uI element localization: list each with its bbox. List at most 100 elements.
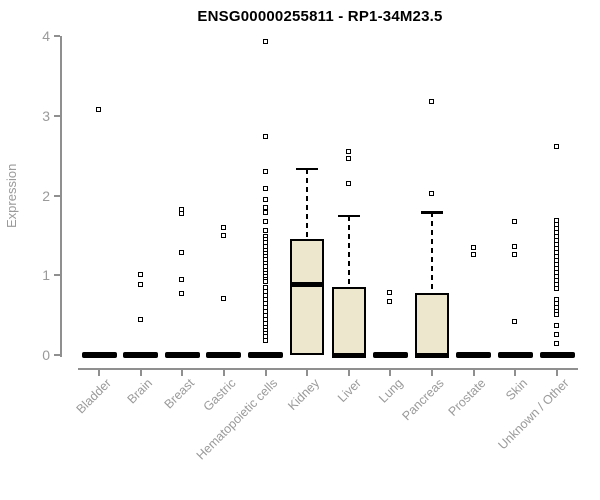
x-tick (181, 370, 184, 376)
outlier-point (512, 244, 518, 250)
x-category-label: Pancreas (399, 376, 448, 424)
outlier-point (262, 186, 268, 192)
x-tick (222, 370, 225, 376)
whisker-line (347, 215, 350, 288)
whisker-line (306, 168, 309, 239)
x-category-label: Prostate (445, 376, 489, 419)
outlier-point (554, 143, 560, 149)
outlier-point (262, 204, 268, 210)
y-tick (54, 354, 60, 356)
outlier-point (345, 155, 351, 161)
collapsed-box-bar (372, 352, 408, 358)
y-tick-label: 0 (42, 347, 50, 363)
collapsed-box-bar (164, 352, 200, 358)
outlier-point (470, 252, 476, 258)
collapsed-box-bar (123, 352, 159, 358)
x-category-label: Gastric (200, 376, 239, 414)
outlier-point (220, 233, 226, 239)
x-tick (431, 370, 434, 376)
outlier-point (137, 272, 143, 278)
x-category-label: Hematopoietic cells (193, 376, 281, 463)
outlier-point (262, 168, 268, 174)
outlier-point (554, 285, 560, 291)
y-tick-label: 2 (42, 187, 50, 204)
x-category-label: Lung (375, 376, 406, 406)
outlier-point (554, 340, 560, 346)
x-tick (139, 370, 142, 376)
median-line (415, 352, 450, 358)
outlier-point (554, 322, 560, 328)
outlier-point (345, 180, 351, 186)
outlier-point (554, 332, 560, 338)
x-tick (264, 370, 267, 376)
y-tick-label: 3 (42, 107, 50, 124)
outlier-point (512, 251, 518, 257)
outlier-point (137, 281, 143, 287)
outlier-point (262, 133, 268, 139)
x-tick (556, 370, 559, 376)
y-tick (54, 35, 60, 38)
outlier-point (429, 99, 435, 105)
collapsed-box-bar (206, 352, 242, 358)
x-tick (306, 370, 309, 376)
collapsed-box-bar (81, 352, 117, 358)
box (331, 287, 366, 355)
outlier-point (179, 210, 185, 216)
outlier-point (512, 318, 518, 324)
x-category-label: Brain (125, 376, 156, 407)
outlier-point (512, 218, 518, 224)
whisker-line (431, 212, 434, 293)
outlier-point (554, 312, 560, 318)
collapsed-box-bar (248, 352, 284, 358)
outlier-point (179, 290, 185, 296)
outlier-point (179, 249, 185, 255)
x-tick (472, 370, 475, 376)
x-tick (347, 370, 350, 376)
outlier-point (262, 210, 268, 216)
outlier-point (262, 337, 268, 343)
y-tick (54, 274, 60, 277)
outlier-point (387, 298, 393, 304)
collapsed-box-bar (539, 352, 575, 358)
x-category-label: Breast (161, 376, 198, 412)
outlier-point (470, 245, 476, 251)
collapsed-box-bar (456, 352, 492, 358)
outlier-point (262, 196, 268, 202)
chart-title: ENSG00000255811 - RP1-34M23.5 (197, 8, 443, 25)
x-category-label: Kidney (285, 376, 323, 413)
y-tick-label: 4 (42, 28, 50, 45)
y-tick-label: 1 (42, 267, 50, 284)
outlier-point (429, 191, 435, 196)
outlier-point (220, 225, 226, 231)
median-line (331, 352, 366, 358)
outlier-point (262, 38, 268, 44)
box (415, 292, 450, 355)
x-tick (514, 370, 517, 376)
outlier-point (262, 218, 268, 224)
outlier-point (137, 316, 143, 322)
median-line (290, 282, 325, 288)
outlier-point (262, 227, 268, 233)
outlier-point (387, 289, 393, 295)
y-tick (54, 114, 60, 117)
whisker-cap (421, 211, 444, 214)
outlier-point (345, 148, 351, 154)
x-category-label: Skin (503, 376, 531, 404)
y-tick (54, 194, 60, 197)
x-tick (389, 370, 392, 376)
whisker-cap (296, 167, 319, 170)
x-category-label: Bladder (73, 376, 114, 417)
x-tick (98, 370, 100, 376)
outlier-point (179, 277, 185, 283)
whisker-cap (337, 214, 360, 218)
outlier-point (220, 296, 226, 302)
collapsed-box-bar (497, 352, 533, 358)
outlier-point (96, 106, 101, 112)
x-axis-line (78, 368, 578, 370)
x-category-label: Liver (334, 376, 364, 406)
outlier-point (262, 279, 268, 285)
box (290, 238, 325, 355)
y-axis-line (60, 36, 62, 357)
